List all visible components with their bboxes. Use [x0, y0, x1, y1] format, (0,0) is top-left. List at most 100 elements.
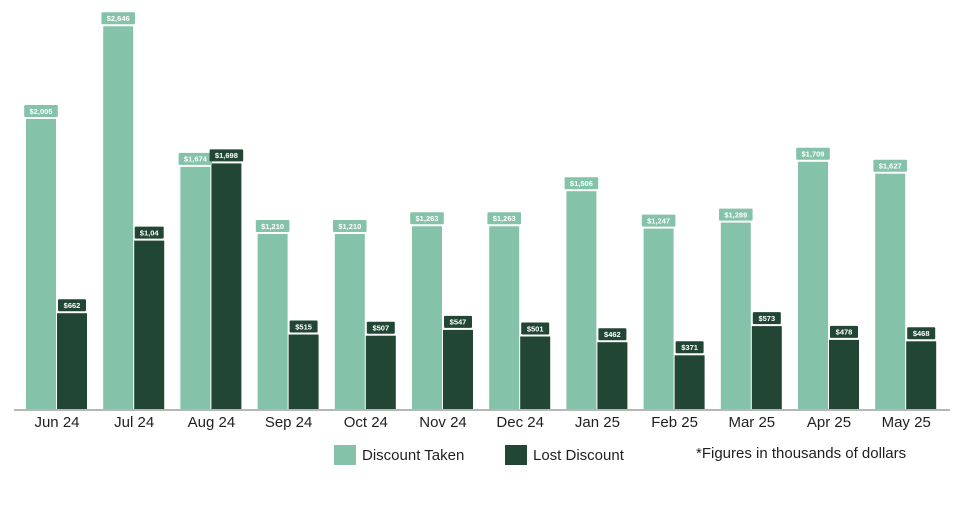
- data-label-lost-discount-feb-25: $371: [675, 341, 704, 354]
- data-label-text: $1,210: [338, 222, 361, 231]
- x-tick-label-sep-24: Sep 24: [265, 414, 313, 431]
- data-label-bg: [873, 159, 907, 172]
- data-label-bg: [209, 149, 244, 162]
- data-label-bg: [58, 299, 86, 312]
- data-label-discount-taken-jul-24: $2,646: [101, 12, 135, 25]
- data-label-bg: [178, 152, 213, 165]
- data-label-bg: [675, 341, 704, 354]
- data-label-bg: [796, 147, 830, 160]
- data-label-lost-discount-sep-24: $515: [289, 320, 318, 333]
- data-label-bg: [487, 212, 521, 225]
- bar-discount-taken-sep-24: [257, 234, 288, 409]
- x-tick-label-mar-25: Mar 25: [728, 414, 775, 431]
- data-label-lost-discount-dec-24: $501: [521, 322, 550, 335]
- bar-lost-discount-jun-24: [57, 313, 87, 409]
- data-label-text: $515: [295, 322, 312, 331]
- data-label-bg: [521, 322, 550, 335]
- data-label-bg: [289, 320, 318, 333]
- data-label-bg: [641, 214, 676, 227]
- data-label-bg: [719, 208, 753, 221]
- bar-discount-taken-jan-25: [566, 191, 597, 409]
- data-label-text: $468: [913, 329, 930, 338]
- data-label-discount-taken-jan-25: $1,506: [564, 177, 599, 190]
- data-label-bg: [134, 226, 164, 239]
- bar-discount-taken-apr-25: [798, 161, 828, 409]
- bar-lost-discount-jul-24: [134, 240, 165, 409]
- bar-lost-discount-jan-25: [597, 342, 628, 409]
- x-tick-label-apr-25: Apr 25: [807, 414, 851, 431]
- x-tick-label-oct-24: Oct 24: [344, 414, 388, 431]
- data-label-lost-discount-mar-25: $573: [752, 312, 781, 325]
- x-tick-label-jul-24: Jul 24: [114, 414, 154, 431]
- bar-lost-discount-oct-24: [365, 335, 396, 409]
- bar-lost-discount-nov-24: [443, 329, 473, 409]
- x-tick-label-may-25: May 25: [882, 414, 931, 431]
- data-label-lost-discount-apr-25: $478: [830, 325, 858, 338]
- data-label-discount-taken-mar-25: $1,289: [719, 208, 753, 221]
- data-label-text: $462: [604, 330, 621, 339]
- x-tick-label-nov-24: Nov 24: [419, 414, 467, 431]
- data-label-text: $547: [450, 318, 467, 327]
- data-label-text: $573: [758, 314, 775, 323]
- data-label-lost-discount-jun-24: $662: [58, 299, 86, 312]
- data-label-bg: [830, 325, 858, 338]
- data-label-bg: [752, 312, 781, 325]
- data-label-bg: [24, 105, 58, 117]
- data-label-discount-taken-sep-24: $1,210: [255, 220, 290, 232]
- bar-discount-taken-jul-24: [103, 26, 134, 410]
- data-label-text: $1,289: [724, 210, 747, 219]
- data-label-lost-discount-nov-24: $547: [444, 315, 472, 328]
- bar-lost-discount-sep-24: [288, 334, 319, 409]
- legend-swatch-discount-taken: [334, 445, 356, 465]
- data-label-lost-discount-may-25: $468: [907, 327, 936, 340]
- data-label-text: $478: [836, 328, 853, 337]
- x-tick-label-aug-24: Aug 24: [188, 414, 236, 431]
- bar-discount-taken-mar-25: [720, 222, 751, 409]
- data-label-discount-taken-apr-25: $1,709: [796, 147, 830, 160]
- data-label-discount-taken-nov-24: $1,263: [410, 212, 444, 225]
- bar-lost-discount-apr-25: [829, 339, 859, 409]
- x-tick-label-feb-25: Feb 25: [651, 414, 698, 431]
- data-label-lost-discount-jul-24: $1,04: [134, 226, 164, 239]
- data-label-bg: [598, 328, 627, 341]
- data-label-text: $1,627: [879, 162, 902, 171]
- bar-discount-taken-aug-24: [180, 166, 211, 409]
- data-label-bg: [564, 177, 599, 190]
- data-label-text: $1,210: [261, 222, 284, 231]
- x-tick-label-dec-24: Dec 24: [496, 414, 544, 431]
- bar-discount-taken-feb-25: [643, 228, 674, 409]
- x-tick-label-jan-25: Jan 25: [575, 414, 620, 431]
- data-label-text: $2,646: [107, 14, 130, 23]
- data-label-text: $2,005: [30, 107, 53, 116]
- legend-swatch-lost-discount: [505, 445, 527, 465]
- x-axis-ticks: Jun 24 Jul 24 Aug 24 Sep 24 Oct 24 Nov 24 Dec …: [34, 414, 930, 431]
- legend-item-lost-discount: Lost Discount: [505, 444, 624, 466]
- data-label-bg: [333, 220, 367, 232]
- data-label-lost-discount-jan-25: $462: [598, 328, 627, 341]
- data-label-text: $1,506: [570, 179, 593, 188]
- bar-discount-taken-nov-24: [412, 226, 442, 409]
- data-label-text: $1,247: [647, 216, 670, 225]
- data-label-text: $1,263: [416, 214, 439, 223]
- data-label-text: $1,263: [493, 214, 516, 223]
- data-label-text: $501: [527, 324, 544, 333]
- bar-lost-discount-feb-25: [674, 355, 705, 409]
- data-label-discount-taken-aug-24: $1,674: [178, 152, 213, 165]
- chart-footnote: *Figures in thousands of dollars: [696, 445, 907, 462]
- bar-lost-discount-dec-24: [520, 336, 551, 409]
- data-label-discount-taken-oct-24: $1,210: [333, 220, 367, 232]
- data-label-text: $662: [64, 301, 81, 310]
- bar-lost-discount-may-25: [906, 341, 937, 409]
- data-label-text: $1,698: [215, 151, 238, 160]
- data-label-discount-taken-feb-25: $1,247: [641, 214, 676, 227]
- data-label-text: $1,04: [140, 228, 160, 237]
- bar-discount-taken-jun-24: [26, 119, 56, 409]
- data-label-lost-discount-aug-24: $1,698: [209, 149, 244, 162]
- data-label-text: $1,674: [184, 155, 208, 164]
- data-labels-layer: $2,005 $662 $2,646 $1,04 $1,674 $1,698 $1,210 $…: [24, 12, 936, 354]
- data-label-bg: [444, 315, 472, 328]
- data-label-lost-discount-oct-24: $507: [366, 321, 395, 334]
- bar-lost-discount-aug-24: [211, 163, 242, 409]
